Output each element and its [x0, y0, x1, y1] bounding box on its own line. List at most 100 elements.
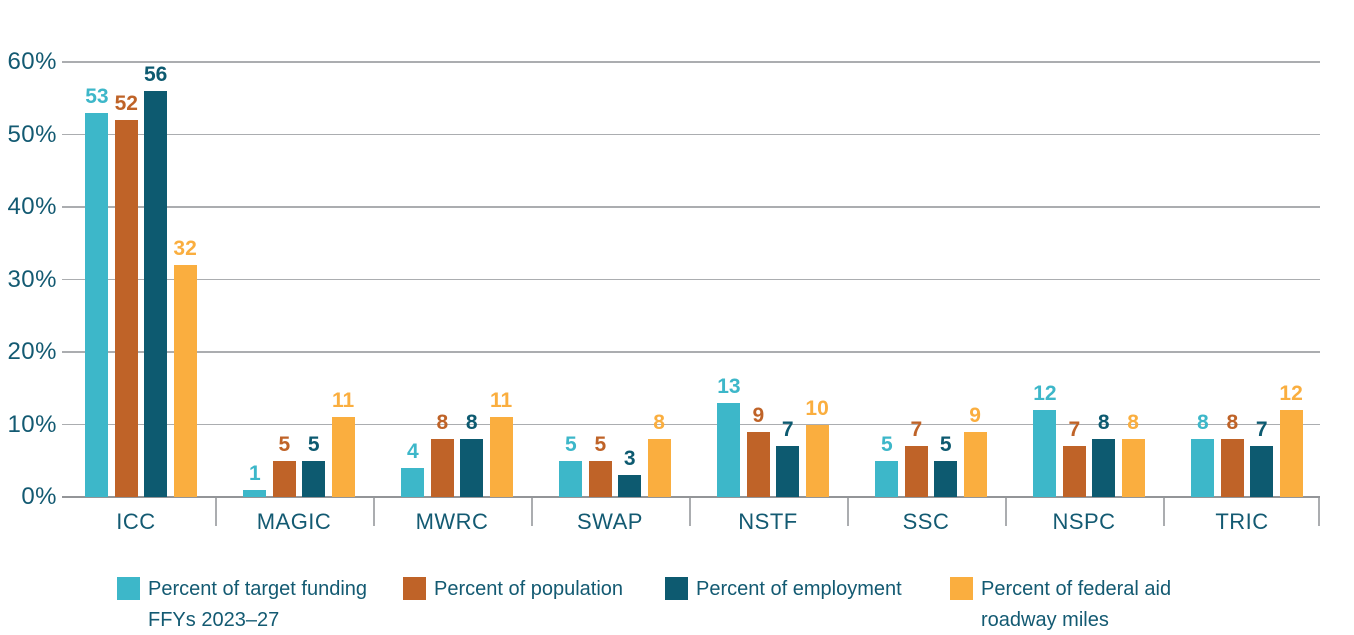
bar — [588, 460, 612, 497]
bar — [1220, 439, 1244, 497]
axis-tick — [689, 498, 691, 526]
bar-value-label: 1 — [249, 461, 261, 485]
bar — [1250, 446, 1274, 497]
bar — [963, 431, 987, 497]
bar — [934, 460, 958, 497]
bar — [1191, 439, 1215, 497]
bar — [430, 439, 454, 497]
bar — [776, 446, 800, 497]
bar-value-label: 12 — [1033, 382, 1057, 405]
gridline — [62, 206, 1320, 208]
bar — [805, 424, 829, 497]
y-axis-label: 50% — [7, 120, 57, 148]
legend-label-line: Percent of employment — [696, 578, 902, 600]
bar-value-label: 11 — [489, 389, 513, 413]
bar — [559, 460, 583, 497]
bar — [904, 446, 928, 497]
x-axis-label: TRIC — [1215, 509, 1269, 534]
bar-value-label: 11 — [331, 389, 355, 413]
gridline — [62, 133, 1320, 135]
y-axis-label: 60% — [7, 48, 57, 75]
bar — [618, 475, 642, 497]
axis-tick — [1163, 498, 1165, 526]
axis-tick — [1005, 498, 1007, 526]
axis-tick — [373, 498, 375, 526]
y-axis-label: 40% — [7, 193, 57, 220]
legend-label-line: Percent of target funding — [148, 578, 368, 600]
legend-label-line: roadway miles — [981, 609, 1109, 631]
x-axis-label: NSTF — [738, 509, 798, 534]
legend-swatch — [117, 577, 140, 600]
bar-value-label: 5 — [881, 432, 893, 456]
legend-label: Percent of employment — [696, 574, 902, 605]
y-axis-label: 0% — [21, 483, 57, 510]
bar-value-label: 10 — [805, 396, 829, 420]
bar-value-label: 5 — [939, 432, 952, 456]
legend-swatch — [403, 577, 426, 600]
x-axis-label: ICC — [116, 509, 156, 534]
bar — [460, 439, 484, 497]
bar-value-label: 5 — [594, 432, 607, 456]
bar — [647, 439, 671, 497]
bar-value-label: 8 — [465, 411, 478, 434]
bar — [144, 91, 168, 497]
bar-value-label: 9 — [752, 403, 765, 427]
bar-value-label: 5 — [307, 432, 320, 456]
bar-value-label: 3 — [623, 447, 636, 471]
bar — [85, 112, 109, 497]
y-axis-label: 30% — [7, 265, 57, 293]
bar-value-label: 8 — [436, 411, 449, 434]
bar — [331, 417, 355, 497]
x-axis-label: MWRC — [415, 509, 489, 534]
x-axis-label: MAGIC — [256, 509, 332, 534]
y-axis-label: 10% — [7, 410, 57, 438]
bar-value-label: 53 — [85, 84, 109, 108]
bar — [302, 460, 326, 497]
bar-value-label: 7 — [1068, 418, 1081, 442]
bar-value-label: 56 — [144, 63, 168, 86]
x-axis-label: NSPC — [1052, 509, 1116, 534]
bar — [875, 460, 899, 497]
gridline — [62, 61, 1320, 63]
bar — [114, 120, 138, 497]
x-axis-line — [62, 496, 1320, 498]
bar-value-label: 8 — [1226, 411, 1239, 434]
x-axis-label: SSC — [902, 509, 950, 534]
bar-value-label: 12 — [1279, 382, 1303, 405]
bar-value-label: 8 — [1197, 411, 1209, 434]
bar — [401, 468, 425, 497]
bar-value-label: 13 — [717, 374, 741, 398]
legend-label-line: Percent of population — [434, 578, 624, 600]
bar-value-label: 8 — [1127, 411, 1139, 434]
bar-value-label: 8 — [653, 411, 665, 434]
bar — [717, 402, 741, 497]
axis-tick — [1318, 498, 1320, 526]
bar — [1062, 446, 1086, 497]
bar-value-label: 32 — [173, 237, 197, 260]
gridline — [62, 278, 1320, 280]
gridline — [62, 423, 1320, 425]
bar-value-label: 9 — [969, 403, 981, 427]
bar — [243, 489, 267, 497]
gridline — [62, 351, 1320, 353]
legend-label-line: Percent of federal aid — [981, 578, 1172, 600]
bar — [1279, 410, 1303, 497]
bar — [272, 460, 296, 497]
axis-tick — [531, 498, 533, 526]
bar — [1121, 439, 1145, 497]
bar — [746, 431, 770, 497]
x-axis-label: SWAP — [577, 509, 643, 534]
bar-value-label: 7 — [781, 418, 794, 442]
bar — [173, 265, 197, 497]
legend-swatch — [665, 577, 688, 600]
bar-value-label: 7 — [910, 418, 923, 442]
axis-tick — [215, 498, 217, 526]
bar-value-label: 5 — [565, 432, 577, 456]
legend-label-line: FFYs 2023–27 — [148, 609, 280, 631]
legend-swatch — [950, 577, 973, 600]
bar-value-label: 52 — [114, 92, 138, 115]
legend-label: Percent of target funding FFYs 2023–27 — [148, 574, 367, 635]
bar-value-label: 4 — [407, 440, 419, 463]
bar — [1092, 439, 1116, 497]
